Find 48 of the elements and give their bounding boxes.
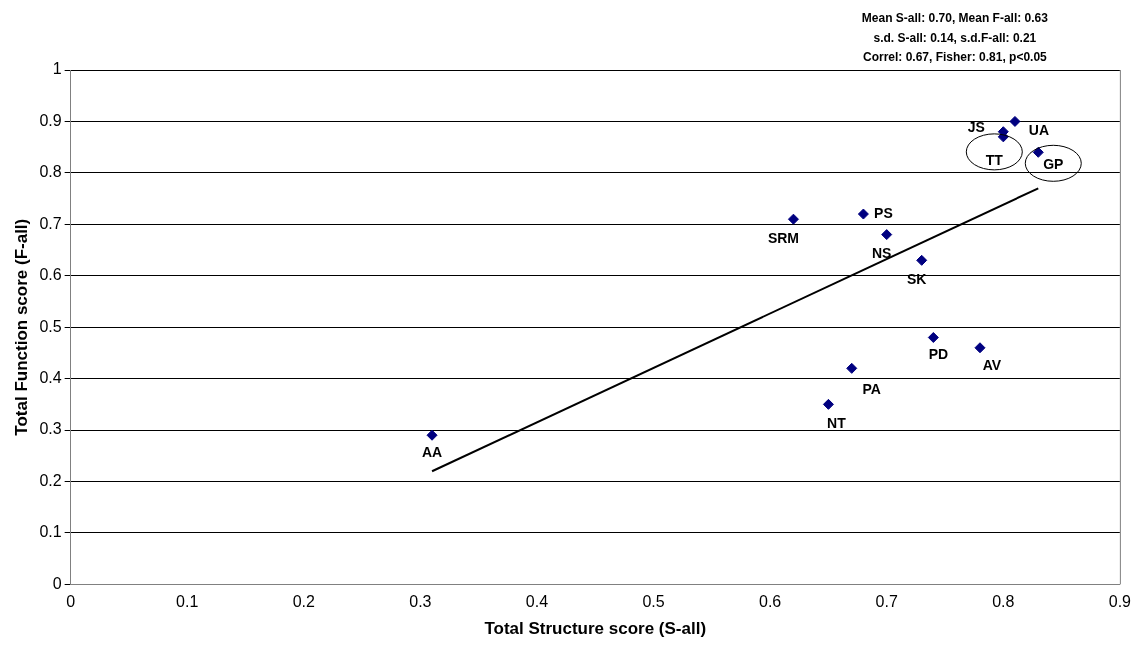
point: [927, 331, 939, 343]
point: [846, 362, 858, 374]
x-tick-label: 0.3: [409, 593, 432, 611]
point: [1009, 115, 1021, 127]
annotation: PS: [874, 204, 893, 221]
point: [881, 229, 893, 241]
annotation: TT: [985, 151, 1004, 168]
x-tick-label: 0.6: [759, 593, 782, 611]
y-tick-label: 0.8: [39, 163, 62, 181]
annotation: NS: [871, 245, 892, 262]
x-tick-label: 0.2: [292, 593, 316, 611]
x-tick-label: 0.9: [1108, 593, 1132, 611]
text: s.d. S-all: 0.14, s.d.F-all: 0.21: [873, 30, 1037, 45]
point: [426, 429, 438, 441]
y-tick-label: 0.4: [39, 369, 62, 387]
y-tick-label: 0.9: [39, 111, 62, 129]
x-tick-label: 0.1: [176, 593, 199, 611]
y-tick-label: 0.2: [39, 471, 62, 489]
y-tick-label: 0: [52, 574, 62, 592]
y-tick-label: 0.6: [39, 266, 62, 284]
annotation: AA: [421, 444, 443, 461]
y-tick-label: 1: [52, 60, 62, 78]
y-tick-label: 0.3: [39, 420, 62, 438]
annotation: JS: [967, 118, 985, 135]
x-tick-label: 0: [66, 593, 76, 611]
y-tick-label: 0.1: [39, 523, 62, 541]
annotation: PA: [862, 381, 881, 398]
point: [974, 342, 986, 354]
annotation: SRM: [767, 230, 800, 247]
x-tick-label: 0.5: [642, 593, 665, 611]
x-tick-label: 0.8: [992, 593, 1015, 611]
text: Correl: 0.67, Fisher: 0.81, p<0.05: [863, 50, 1048, 65]
point: [787, 213, 799, 225]
x-tick-label: 0.7: [875, 593, 898, 611]
text: Mean S-all: 0.70, Mean F-all: 0.63: [861, 11, 1049, 26]
y-tick-label: 0.5: [39, 317, 62, 335]
point: [916, 254, 928, 266]
annotation: NT: [827, 415, 847, 432]
y-tick-label: 0.7: [39, 214, 62, 232]
y-axis-title: Total Function score (F-all): [11, 218, 31, 436]
point: [822, 398, 834, 410]
x-axis-title: Total Structure score (S-all): [484, 619, 707, 639]
annotation: AV: [982, 356, 1002, 373]
x-tick-label: 0.4: [525, 593, 549, 611]
annotation: GP: [1043, 156, 1064, 173]
annotation: PD: [928, 346, 949, 363]
point: [857, 208, 869, 220]
annotation: UA: [1028, 122, 1050, 139]
